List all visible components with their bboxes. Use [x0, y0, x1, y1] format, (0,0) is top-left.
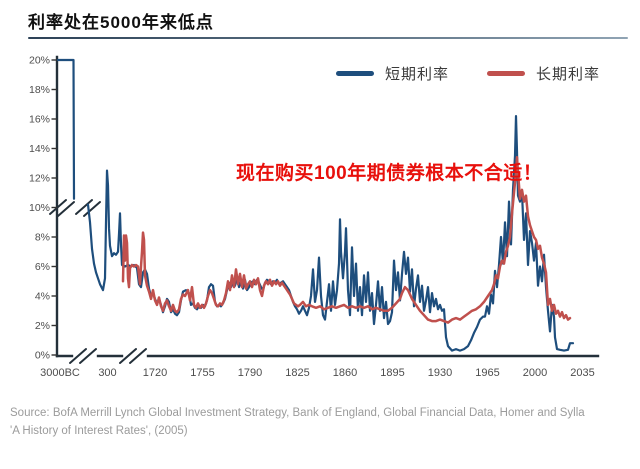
series-line-短期利率 — [56, 58, 76, 200]
y-ticks: 0% 2% 4% 6% 8% 10% 12% 14% 16% 18% 20% — [29, 55, 57, 362]
legend-label-short-term: 短期利率 — [385, 66, 450, 83]
chart-legend: 短期利率 长期利率 — [336, 63, 600, 84]
svg-text:14%: 14% — [29, 143, 50, 155]
svg-text:20%: 20% — [29, 55, 50, 67]
svg-text:4%: 4% — [35, 291, 50, 303]
legend-label-long-term: 长期利率 — [536, 66, 601, 83]
svg-text:2000: 2000 — [523, 367, 547, 379]
svg-text:6%: 6% — [35, 261, 50, 273]
svg-text:8%: 8% — [35, 232, 50, 244]
svg-text:1755: 1755 — [190, 367, 214, 379]
svg-text:0%: 0% — [35, 350, 50, 362]
short-term-line-swatch — [336, 71, 374, 76]
long-term-line-swatch — [487, 71, 526, 76]
svg-text:2035: 2035 — [570, 367, 594, 379]
svg-text:18%: 18% — [29, 84, 50, 96]
svg-text:1860: 1860 — [333, 367, 357, 379]
svg-text:1825: 1825 — [285, 367, 309, 379]
source-note: Source: BofA Merrill Lynch Global Invest… — [10, 405, 632, 441]
series-lines — [56, 58, 575, 352]
svg-text:1930: 1930 — [428, 367, 452, 379]
x-ticks: 3000BC 300 1720 1755 1790 1825 1860 1895 1930 196… — [40, 367, 595, 379]
svg-text:300: 300 — [98, 367, 116, 379]
svg-text:10%: 10% — [29, 202, 50, 214]
title-underline — [28, 37, 628, 39]
red-annotation-text: 现在购买100年期债券根本不合适！ — [236, 163, 543, 184]
svg-text:2%: 2% — [35, 320, 50, 332]
series-line-长期利率 — [121, 156, 572, 324]
svg-text:12%: 12% — [29, 173, 50, 185]
axis-break-marks — [49, 199, 147, 364]
source-line-2: 'A History of Interest Rates', (2005) — [10, 424, 188, 437]
svg-text:1720: 1720 — [143, 367, 167, 379]
svg-text:16%: 16% — [29, 114, 50, 126]
series-line-短期利率 — [86, 114, 575, 352]
svg-text:3000BC: 3000BC — [40, 367, 80, 379]
source-line-1: Source: BofA Merrill Lynch Global Invest… — [10, 407, 585, 419]
svg-text:1790: 1790 — [238, 367, 262, 379]
legend-item-long-term: 长期利率 — [487, 63, 600, 84]
page-title: 利率处在5000年来低点 — [28, 13, 214, 32]
legend-item-short-term: 短期利率 — [336, 63, 449, 84]
svg-text:1895: 1895 — [380, 367, 404, 379]
svg-text:1965: 1965 — [475, 367, 499, 379]
